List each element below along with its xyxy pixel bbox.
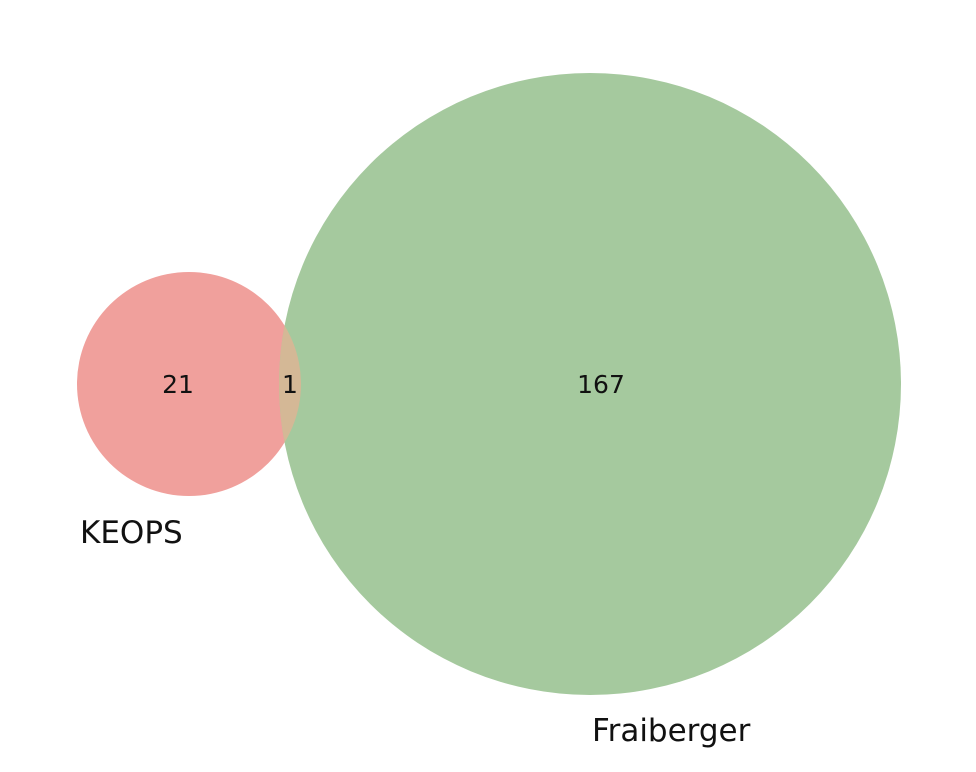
fraiberger-circle [279,73,901,695]
keops-circle [77,272,301,496]
keops-set-label: KEOPS [80,515,183,551]
fraiberger-set-label: Fraiberger [592,713,751,749]
keops-only-count: 21 [162,370,194,399]
fraiberger-only-count: 167 [577,370,625,399]
overlap-count: 1 [282,370,298,399]
